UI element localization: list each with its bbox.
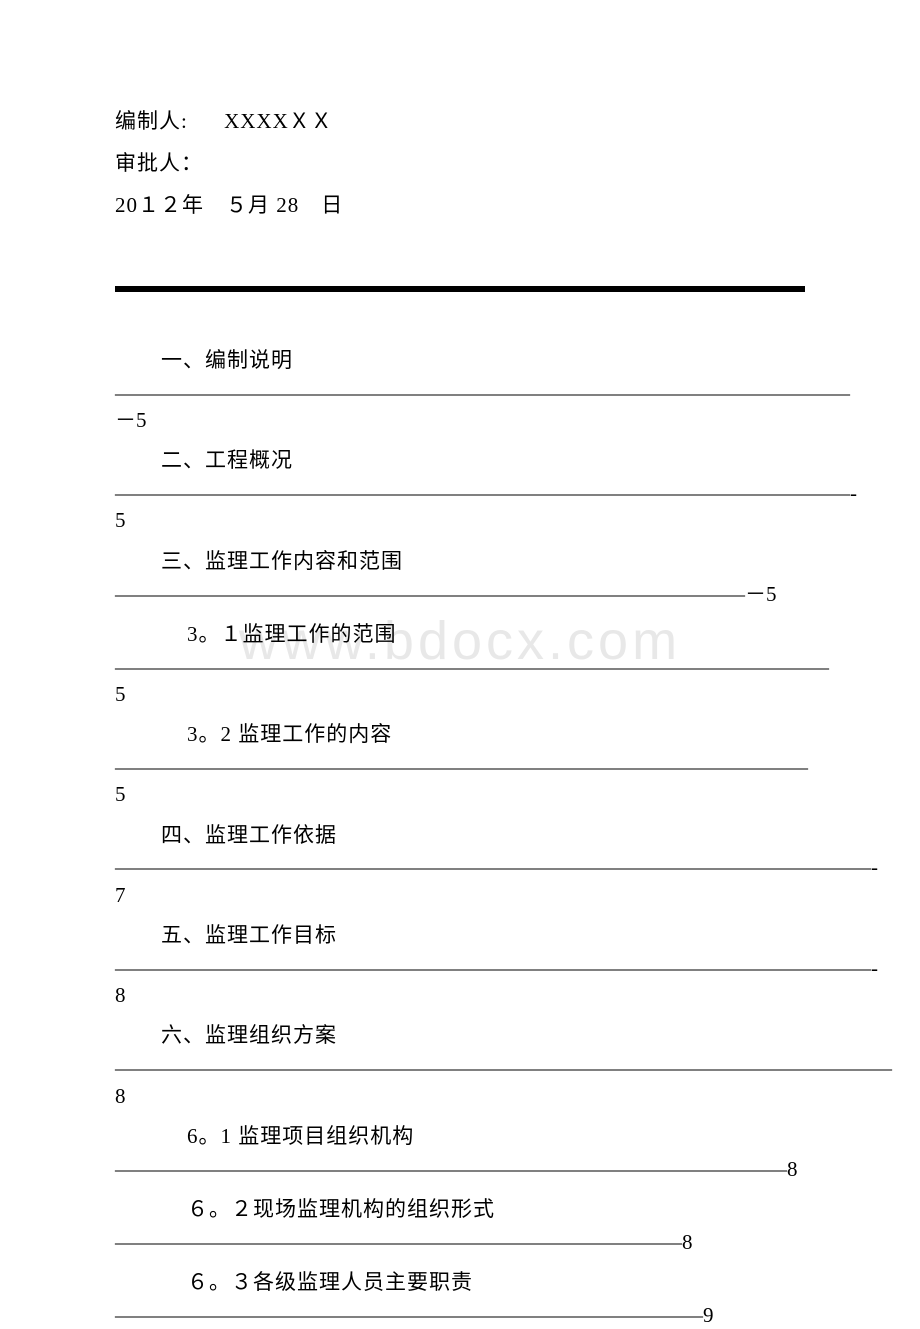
toc-item: 四、监理工作依据 ———————————————————————————————… (115, 817, 805, 909)
toc-title: 二、工程概况 (115, 442, 805, 480)
toc-section: 一、编制说明 —————————————————————————————————… (115, 342, 805, 1329)
toc-item: 3。2 监理工作的内容 ————————————————————————————… (115, 716, 805, 808)
toc-title: 3。１监理工作的范围 (115, 616, 805, 654)
toc-title: 四、监理工作依据 (115, 817, 805, 855)
toc-leader: ——————————————————————————————————5 (115, 654, 805, 709)
author-value: XXXXＸＸ (224, 100, 333, 142)
toc-leader: ————————————————————————————————— 5 (115, 754, 805, 809)
toc-leader: ————————————————————————————9 (115, 1302, 805, 1329)
toc-leader: ————————————————————————————————————- 8 (115, 955, 805, 1010)
toc-title: 三、监理工作内容和范围 (115, 543, 805, 581)
author-line: 编制人: XXXXＸＸ (115, 100, 805, 142)
toc-item: 三、监理工作内容和范围 ————————————————————————————… (115, 543, 805, 608)
toc-leader: ————————————————————————————————8 (115, 1156, 805, 1183)
toc-title: ６。３各级监理人员主要职责 (115, 1264, 805, 1302)
toc-item: ６。２现场监理机构的组织形式 —————————————————————————… (115, 1191, 805, 1256)
separator-line (115, 286, 805, 292)
toc-title: ６。２现场监理机构的组织形式 (115, 1191, 805, 1229)
toc-leader: ———————————————————————————————————-5 (115, 480, 805, 535)
date-line: 20１２年 ５月 28 日 (115, 184, 805, 226)
toc-leader: —————————————————————————————————————8 (115, 1055, 805, 1110)
toc-item: 五、监理工作目标 ———————————————————————————————… (115, 917, 805, 1009)
toc-title: 一、编制说明 (115, 342, 805, 380)
approver-line: 审批人： (115, 142, 805, 184)
toc-leader: ——————————————————————————————－5 (115, 581, 805, 608)
toc-title: 3。2 监理工作的内容 (115, 716, 805, 754)
toc-title: 6。1 监理项目组织机构 (115, 1118, 805, 1156)
approver-label: 审批人： (115, 142, 203, 184)
toc-title: 五、监理工作目标 (115, 917, 805, 955)
toc-item: 6。1 监理项目组织机构 ———————————————————————————… (115, 1118, 805, 1183)
toc-item: 一、编制说明 —————————————————————————————————… (115, 342, 805, 434)
toc-leader: ————————————————————————————————————-7 (115, 854, 805, 909)
toc-item: 3。１监理工作的范围 —————————————————————————————… (115, 616, 805, 708)
toc-item: 二、工程概况 —————————————————————————————————… (115, 442, 805, 534)
toc-leader: ———————————————————————————————————－5 (115, 380, 805, 435)
header-section: 编制人: XXXXＸＸ 审批人： 20１２年 ５月 28 日 (115, 100, 805, 226)
author-label: 编制人: (115, 100, 188, 142)
date-text: 20１２年 ５月 28 日 (115, 193, 343, 217)
toc-title: 六、监理组织方案 (115, 1017, 805, 1055)
toc-item: ６。３各级监理人员主要职责 ——————————————————————————… (115, 1264, 805, 1329)
toc-leader: ———————————————————————————8 (115, 1229, 805, 1256)
toc-item: 六、监理组织方案 ———————————————————————————————… (115, 1017, 805, 1109)
